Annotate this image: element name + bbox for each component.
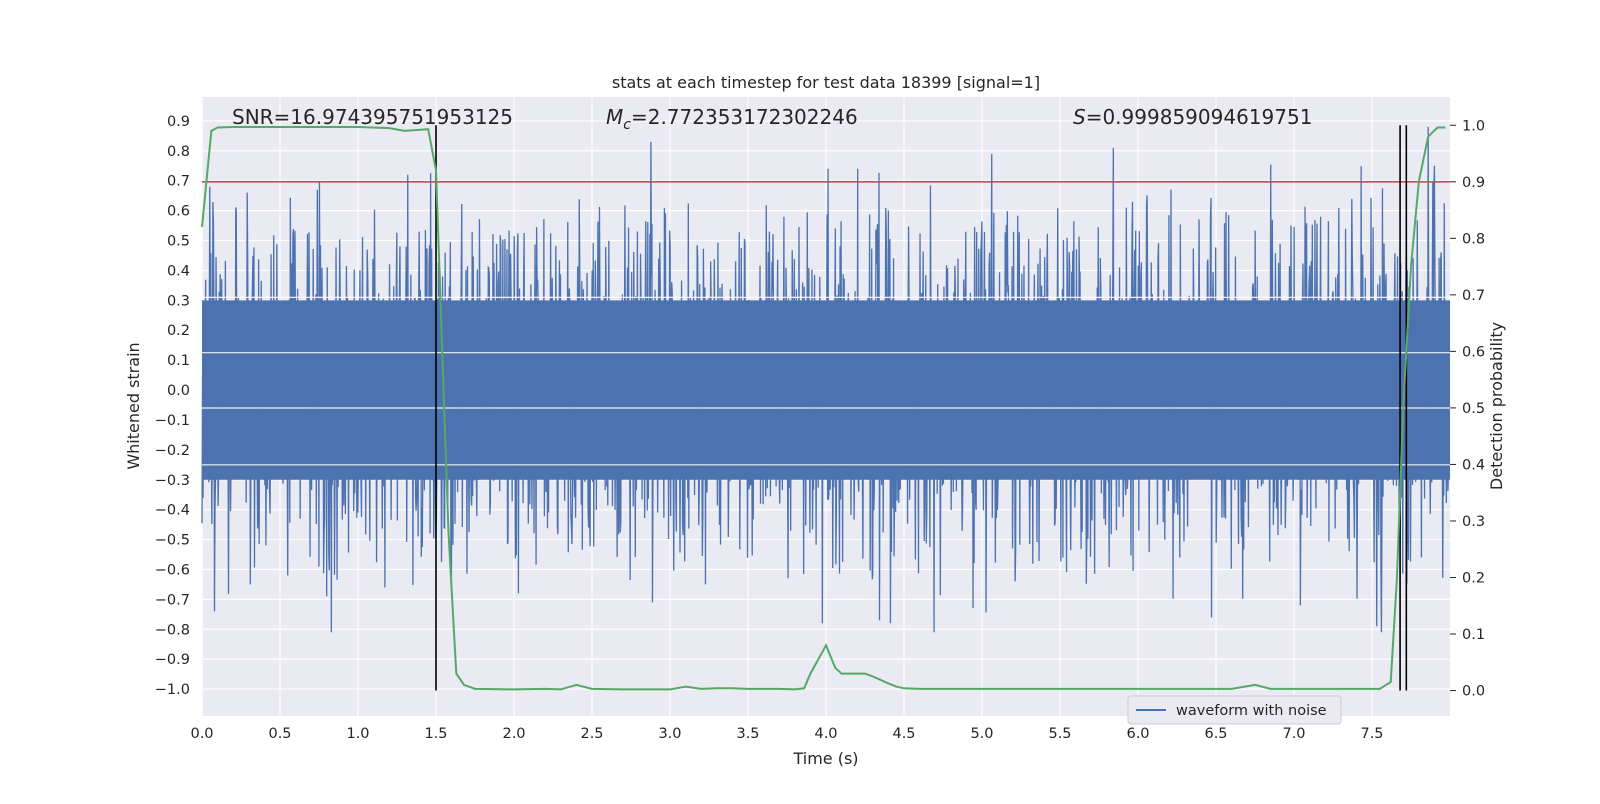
x-axis-label: Time (s) xyxy=(792,749,858,768)
y-tick-label: −0.7 xyxy=(155,592,190,608)
y-tick-label: 0.2 xyxy=(167,323,190,339)
y-tick-label: −0.2 xyxy=(155,443,190,459)
y-tick-label: −0.4 xyxy=(155,503,190,519)
x-tick-label: 4.0 xyxy=(814,726,837,742)
y2-tick-label: 0.4 xyxy=(1462,457,1485,473)
x-tick-label: 7.0 xyxy=(1282,726,1305,742)
y-tick-label: 0.4 xyxy=(167,263,190,279)
probability-series xyxy=(201,125,1446,691)
y2-tick-label: 0.3 xyxy=(1462,514,1485,530)
strain-line xyxy=(201,126,1450,633)
y-tick-label: −0.6 xyxy=(155,562,190,578)
chirp-mass-annotation: Mc=2.772353172302246 xyxy=(606,105,858,133)
chirp-mass-value: =2.772353172302246 xyxy=(631,105,858,129)
y-tick-label: −0.9 xyxy=(155,652,190,668)
y2-tick-label: 0.1 xyxy=(1462,627,1485,643)
x-tick-label: 3.5 xyxy=(736,726,759,742)
y-axis-label: Whitened strain xyxy=(124,342,143,469)
y2-tick-label: 0.8 xyxy=(1462,231,1485,247)
y-tick-label: 0.7 xyxy=(167,174,190,190)
y-tick-label: 0.1 xyxy=(167,353,190,369)
probability-line xyxy=(201,125,1446,691)
score-symbol: S xyxy=(1073,105,1086,129)
y-tick-label: 0.8 xyxy=(167,144,190,160)
y-tick-label: 0.0 xyxy=(167,383,190,399)
x-tick-label: 2.5 xyxy=(580,726,603,742)
y-tick-label: 0.5 xyxy=(167,234,190,250)
legend-box xyxy=(1127,695,1342,725)
x-tick-labels: 0.0 0.5 1.0 1.5 2.0 2.5 3.0 3.5 4.0 4.5 5.0 5.5 6.0 6… xyxy=(190,726,1383,742)
x-tick-label: 2.0 xyxy=(502,726,525,742)
x-tick-label: 5.5 xyxy=(1048,726,1071,742)
chirp-mass-subscript: c xyxy=(623,117,631,133)
vertical-markers xyxy=(435,125,1408,691)
chart-title: stats at each timestep for test data 183… xyxy=(612,73,1040,92)
y2-tick-label: 0.5 xyxy=(1462,401,1485,417)
strain-series xyxy=(201,126,1450,633)
y-tick-label: 0.6 xyxy=(167,204,190,220)
y-tick-label: −0.8 xyxy=(155,622,190,638)
x-tick-label: 1.5 xyxy=(424,726,447,742)
legend: waveform with noise xyxy=(1127,695,1342,725)
y-tick-label: −0.3 xyxy=(155,473,190,489)
y2-tick-labels: 1.0 0.9 0.8 0.7 0.6 0.5 0.4 0.3 0.2 0.1 0.0 xyxy=(1450,118,1485,700)
y-tick-label: 0.9 xyxy=(167,114,190,130)
y2-tick-label: 0.6 xyxy=(1462,344,1485,360)
score-annotation: S=0.999859094619751 xyxy=(1073,105,1312,129)
x-tick-label: 4.5 xyxy=(892,726,915,742)
y2-tick-label: 1.0 xyxy=(1462,118,1485,134)
y-tick-label: 0.3 xyxy=(167,293,190,309)
x-tick-label: 0.5 xyxy=(268,726,291,742)
y2-tick-label: 0.9 xyxy=(1462,175,1485,191)
score-value: =0.999859094619751 xyxy=(1086,105,1313,129)
x-tick-label: 7.5 xyxy=(1360,726,1383,742)
chirp-mass-symbol: M xyxy=(606,105,623,129)
legend-label: waveform with noise xyxy=(1176,703,1327,719)
y2-tick-label: 0.7 xyxy=(1462,288,1485,304)
y-tick-label: −0.1 xyxy=(155,413,190,429)
x-tick-label: 0.0 xyxy=(190,726,213,742)
snr-annotation: SNR=16.974395751953125 xyxy=(232,105,513,129)
y-tick-labels: 0.9 0.8 0.7 0.6 0.5 0.4 0.3 0.2 0.1 0.0 −0.1 −0.2 −0… xyxy=(155,114,190,698)
x-tick-label: 6.0 xyxy=(1126,726,1149,742)
x-tick-label: 3.0 xyxy=(658,726,681,742)
y2-axis-label: Detection probability xyxy=(1487,322,1506,490)
x-tick-label: 5.0 xyxy=(970,726,993,742)
x-tick-label: 1.0 xyxy=(346,726,369,742)
x-tick-label: 6.5 xyxy=(1204,726,1227,742)
y-tick-label: −1.0 xyxy=(155,682,190,698)
y-tick-label: −0.5 xyxy=(155,533,190,549)
y2-tick-label: 0.2 xyxy=(1462,571,1485,587)
y2-tick-label: 0.0 xyxy=(1462,684,1485,700)
